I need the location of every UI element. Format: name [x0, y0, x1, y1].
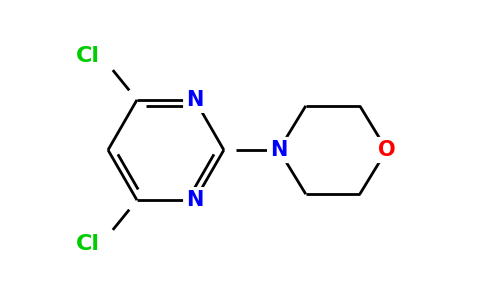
Text: Cl: Cl: [76, 46, 100, 66]
Text: N: N: [186, 90, 204, 110]
Text: N: N: [186, 190, 204, 210]
Text: Cl: Cl: [76, 234, 100, 254]
Text: O: O: [378, 140, 395, 160]
Text: N: N: [270, 140, 287, 160]
